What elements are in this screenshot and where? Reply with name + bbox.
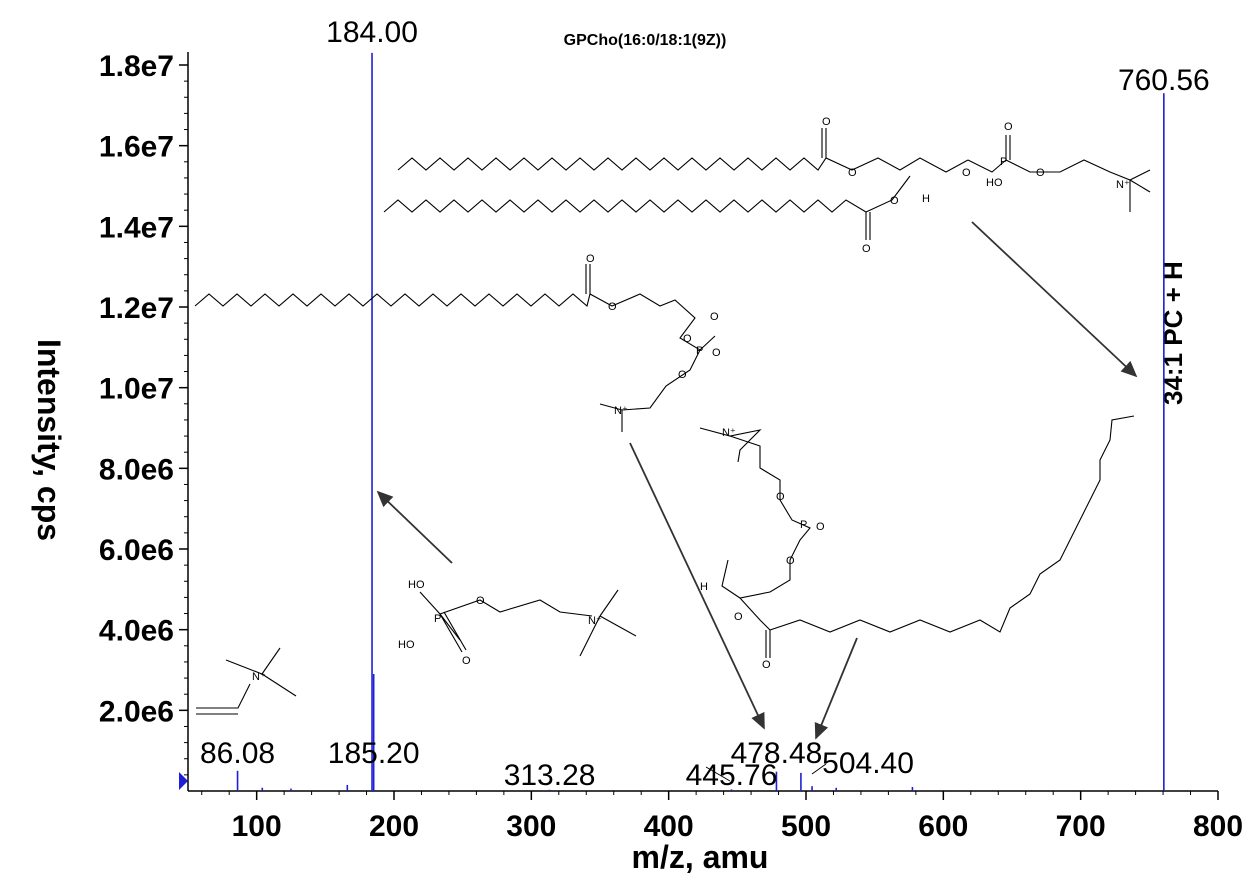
y-tick-label: 2.0e6 [99, 695, 174, 728]
svg-text:O: O [1004, 121, 1013, 133]
structure-fragment-504: N⁺ O P O O H O O [699, 415, 1135, 671]
svg-text:O: O [776, 491, 785, 503]
peak-label: 313.28 [504, 759, 596, 792]
svg-text:P: P [1000, 156, 1007, 168]
y-tick-label: 4.0e6 [99, 615, 174, 648]
structure-fragment-86: N⁺ [196, 647, 297, 715]
peak-labels: 184.00 760.56 86.08 185.20 313.28 445.76478.4… [200, 16, 1210, 792]
y-tick-label: 1.0e7 [99, 373, 174, 406]
arrow-headgroup [376, 490, 453, 564]
structure-phosphocholine: HO O P HO O N⁺ [398, 579, 637, 667]
svg-text:N⁺: N⁺ [1116, 179, 1130, 191]
x-tick-label: 400 [644, 810, 694, 843]
y-tick-label: 1.4e7 [99, 211, 174, 244]
svg-text:O: O [962, 167, 971, 179]
svg-text:O: O [1036, 167, 1045, 179]
y-axis-title: Intensity, cps [31, 339, 67, 541]
svg-text:O: O [786, 555, 795, 567]
svg-text:O: O [890, 195, 899, 207]
chart-title: GPCho(16:0/18:1(9Z)) [564, 32, 727, 49]
x-axis-title: m/z, amu [632, 839, 769, 875]
peak-label: 184.00 [326, 16, 418, 49]
peaks [236, 52, 1165, 791]
fragment-arrows [376, 221, 1138, 740]
leader-lines [705, 763, 827, 782]
svg-text:O: O [678, 369, 687, 381]
arrow-precursor [971, 221, 1138, 378]
svg-text:O: O [608, 301, 617, 313]
svg-text:HO: HO [398, 639, 415, 651]
peak-label: 86.08 [200, 737, 275, 770]
y-tick-label: 1.6e7 [99, 131, 174, 164]
svg-text:O: O [734, 611, 743, 623]
precursor-annotation: 34:1 PC + H [1158, 261, 1188, 405]
svg-text:N⁺: N⁺ [722, 427, 736, 439]
arrow-478 [629, 442, 765, 730]
y-tick-label: 1.8e7 [99, 50, 174, 83]
svg-text:O: O [762, 659, 771, 671]
y-tick-label: 6.0e6 [99, 534, 174, 567]
svg-text:N⁺: N⁺ [252, 671, 266, 683]
axes: 100 200 300 400 500 600 700 800 2.0e6 4.0e6 6.0e6 8… [99, 50, 1243, 843]
x-tick-label: 800 [1193, 810, 1243, 843]
svg-text:O: O [586, 253, 595, 265]
x-tick-label: 500 [781, 810, 831, 843]
peak-label: 445.76 [686, 759, 778, 792]
svg-text:H: H [700, 581, 708, 593]
peak-label: 478.48 [731, 737, 823, 770]
y-tick-label: 1.2e7 [99, 292, 174, 325]
svg-text:P: P [434, 613, 441, 625]
x-tick-label: 600 [918, 810, 968, 843]
structure-fragment-478: O O O O P O O N⁺ [194, 253, 721, 432]
arrow-504 [814, 637, 858, 740]
peak-label: 185.20 [328, 737, 420, 770]
x-tick-label: 100 [232, 810, 282, 843]
svg-text:O: O [712, 347, 721, 359]
svg-text:P: P [800, 519, 807, 531]
svg-text:P: P [696, 345, 703, 357]
y-tick-label: 8.0e6 [99, 453, 174, 486]
svg-text:O: O [822, 116, 831, 128]
x-tick-label: 300 [506, 810, 556, 843]
x-tick-label: 700 [1056, 810, 1106, 843]
svg-text:HO: HO [986, 177, 1003, 189]
x-tick-label: 200 [369, 810, 419, 843]
svg-text:N⁺: N⁺ [588, 615, 602, 627]
peak-label: 760.56 [1118, 64, 1210, 97]
svg-text:HO: HO [408, 579, 425, 591]
svg-text:O: O [476, 595, 485, 607]
svg-text:O: O [462, 655, 471, 667]
svg-text:N⁺: N⁺ [614, 405, 628, 417]
svg-text:O: O [683, 333, 692, 345]
svg-text:O: O [848, 167, 857, 179]
structure-precursor: O O O P O HO O N⁺ O O H [383, 116, 1151, 255]
svg-text:O: O [710, 311, 719, 323]
svg-text:H: H [922, 193, 930, 205]
peak-label: 504.40 [822, 747, 914, 780]
svg-text:O: O [862, 243, 871, 255]
axis-start-marker [179, 772, 188, 790]
svg-text:O: O [816, 521, 825, 533]
